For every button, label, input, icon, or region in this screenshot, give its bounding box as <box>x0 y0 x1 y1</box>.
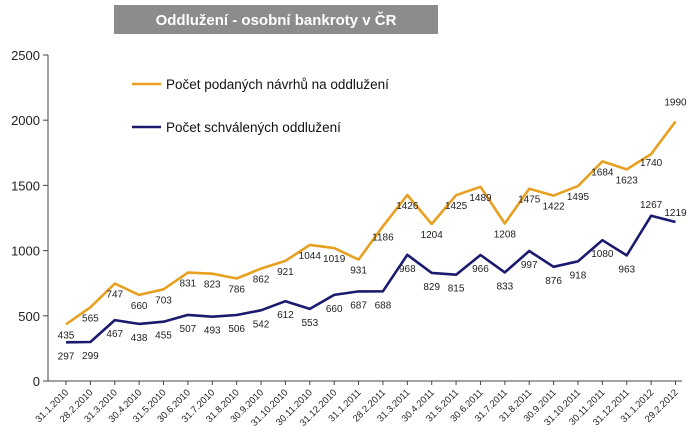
data-label-series-2: 968 <box>399 264 416 275</box>
data-label-series-2: 507 <box>180 324 197 335</box>
data-label-series-1: 1489 <box>469 193 492 204</box>
data-label-series-1: 1475 <box>518 195 541 206</box>
data-label-series-2: 1219 <box>664 208 687 219</box>
data-label-series-1: 1208 <box>494 229 517 240</box>
data-label-series-1: 1684 <box>591 167 614 178</box>
chart-title-background <box>114 5 438 34</box>
data-label-series-2: 815 <box>448 284 465 295</box>
data-label-series-1: 703 <box>155 295 172 306</box>
data-label-series-2: 1080 <box>591 249 614 260</box>
data-label-series-2: 963 <box>618 264 635 275</box>
y-tick-label: 500 <box>18 309 40 324</box>
data-label-series-1: 1623 <box>616 175 639 186</box>
data-label-series-1: 747 <box>106 290 123 301</box>
data-label-series-2: 918 <box>570 270 587 281</box>
data-label-series-1: 1740 <box>640 158 663 169</box>
data-label-series-2: 966 <box>472 264 489 275</box>
legend: Počet podaných návrhů na oddlužení Počet … <box>132 77 389 135</box>
data-label-series-1: 786 <box>228 285 245 296</box>
chart-title: Oddlužení - osobní bankroty v ČR <box>156 11 397 29</box>
data-label-series-1: 862 <box>253 275 270 286</box>
data-label-series-1: 565 <box>82 313 99 324</box>
data-label-series-1: 1495 <box>567 192 590 203</box>
data-label-series-1: 1019 <box>323 254 346 265</box>
y-tick-label: 1500 <box>11 178 40 193</box>
y-tick-label: 1000 <box>11 244 40 259</box>
data-label-series-1: 1186 <box>372 232 394 243</box>
data-label-series-2: 438 <box>131 333 148 344</box>
data-label-series-2: 1267 <box>640 200 663 211</box>
data-label-series-2: 493 <box>204 326 221 337</box>
series-lines <box>65 120 677 344</box>
data-label-series-2: 833 <box>496 281 513 292</box>
data-label-series-2: 612 <box>277 310 294 321</box>
data-label-series-1: 660 <box>131 301 148 312</box>
y-axis-ticks: 0 500 1000 1500 2000 2500 <box>11 48 48 389</box>
y-tick-label: 2000 <box>11 113 40 128</box>
chart-title-box: Oddlužení - osobní bankroty v ČR <box>114 5 438 34</box>
data-label-series-1: 1990 <box>664 98 687 109</box>
data-label-series-1: 1425 <box>445 201 468 212</box>
data-label-series-2: 687 <box>350 300 367 311</box>
series-line-1 <box>65 120 677 326</box>
y-tick-label: 2500 <box>11 48 40 63</box>
data-label-series-1: 1426 <box>396 201 419 212</box>
data-label-series-1: 1204 <box>421 230 444 241</box>
y-tick-label: 0 <box>33 374 40 389</box>
data-label-series-2: 506 <box>228 324 245 335</box>
data-label-series-2: 876 <box>545 276 562 287</box>
data-label-series-1: 931 <box>350 266 367 277</box>
legend-label-2: Počet schválených oddlužení <box>166 120 341 135</box>
data-label-series-1: 435 <box>58 330 75 341</box>
series-line-2 <box>65 214 676 344</box>
data-label-series-2: 455 <box>155 331 172 342</box>
data-label-series-2: 829 <box>423 282 440 293</box>
data-label-series-2: 297 <box>58 351 75 362</box>
data-label-series-1: 1422 <box>542 202 565 213</box>
data-label-series-2: 997 <box>521 260 538 271</box>
data-label-series-1: 1044 <box>299 251 322 262</box>
data-label-series-2: 660 <box>326 304 343 315</box>
data-label-series-2: 542 <box>253 319 270 330</box>
legend-label-1: Počet podaných návrhů na oddlužení <box>166 77 389 92</box>
data-label-series-2: 467 <box>106 329 123 340</box>
data-label-series-1: 921 <box>277 267 294 278</box>
x-axis-ticks: 31.1.201028.2.201031.3.201030.4.201031.5… <box>33 381 681 429</box>
data-label-series-2: 553 <box>301 318 318 329</box>
data-label-series-1: 831 <box>180 279 197 290</box>
chart-axes <box>47 55 682 382</box>
data-label-series-1: 823 <box>204 280 221 291</box>
data-labels: 435 565 747 660 703 831 823 786 862 921 1044 1019 93… <box>58 98 687 363</box>
data-label-series-2: 688 <box>375 300 392 311</box>
data-label-series-2: 299 <box>82 351 99 362</box>
